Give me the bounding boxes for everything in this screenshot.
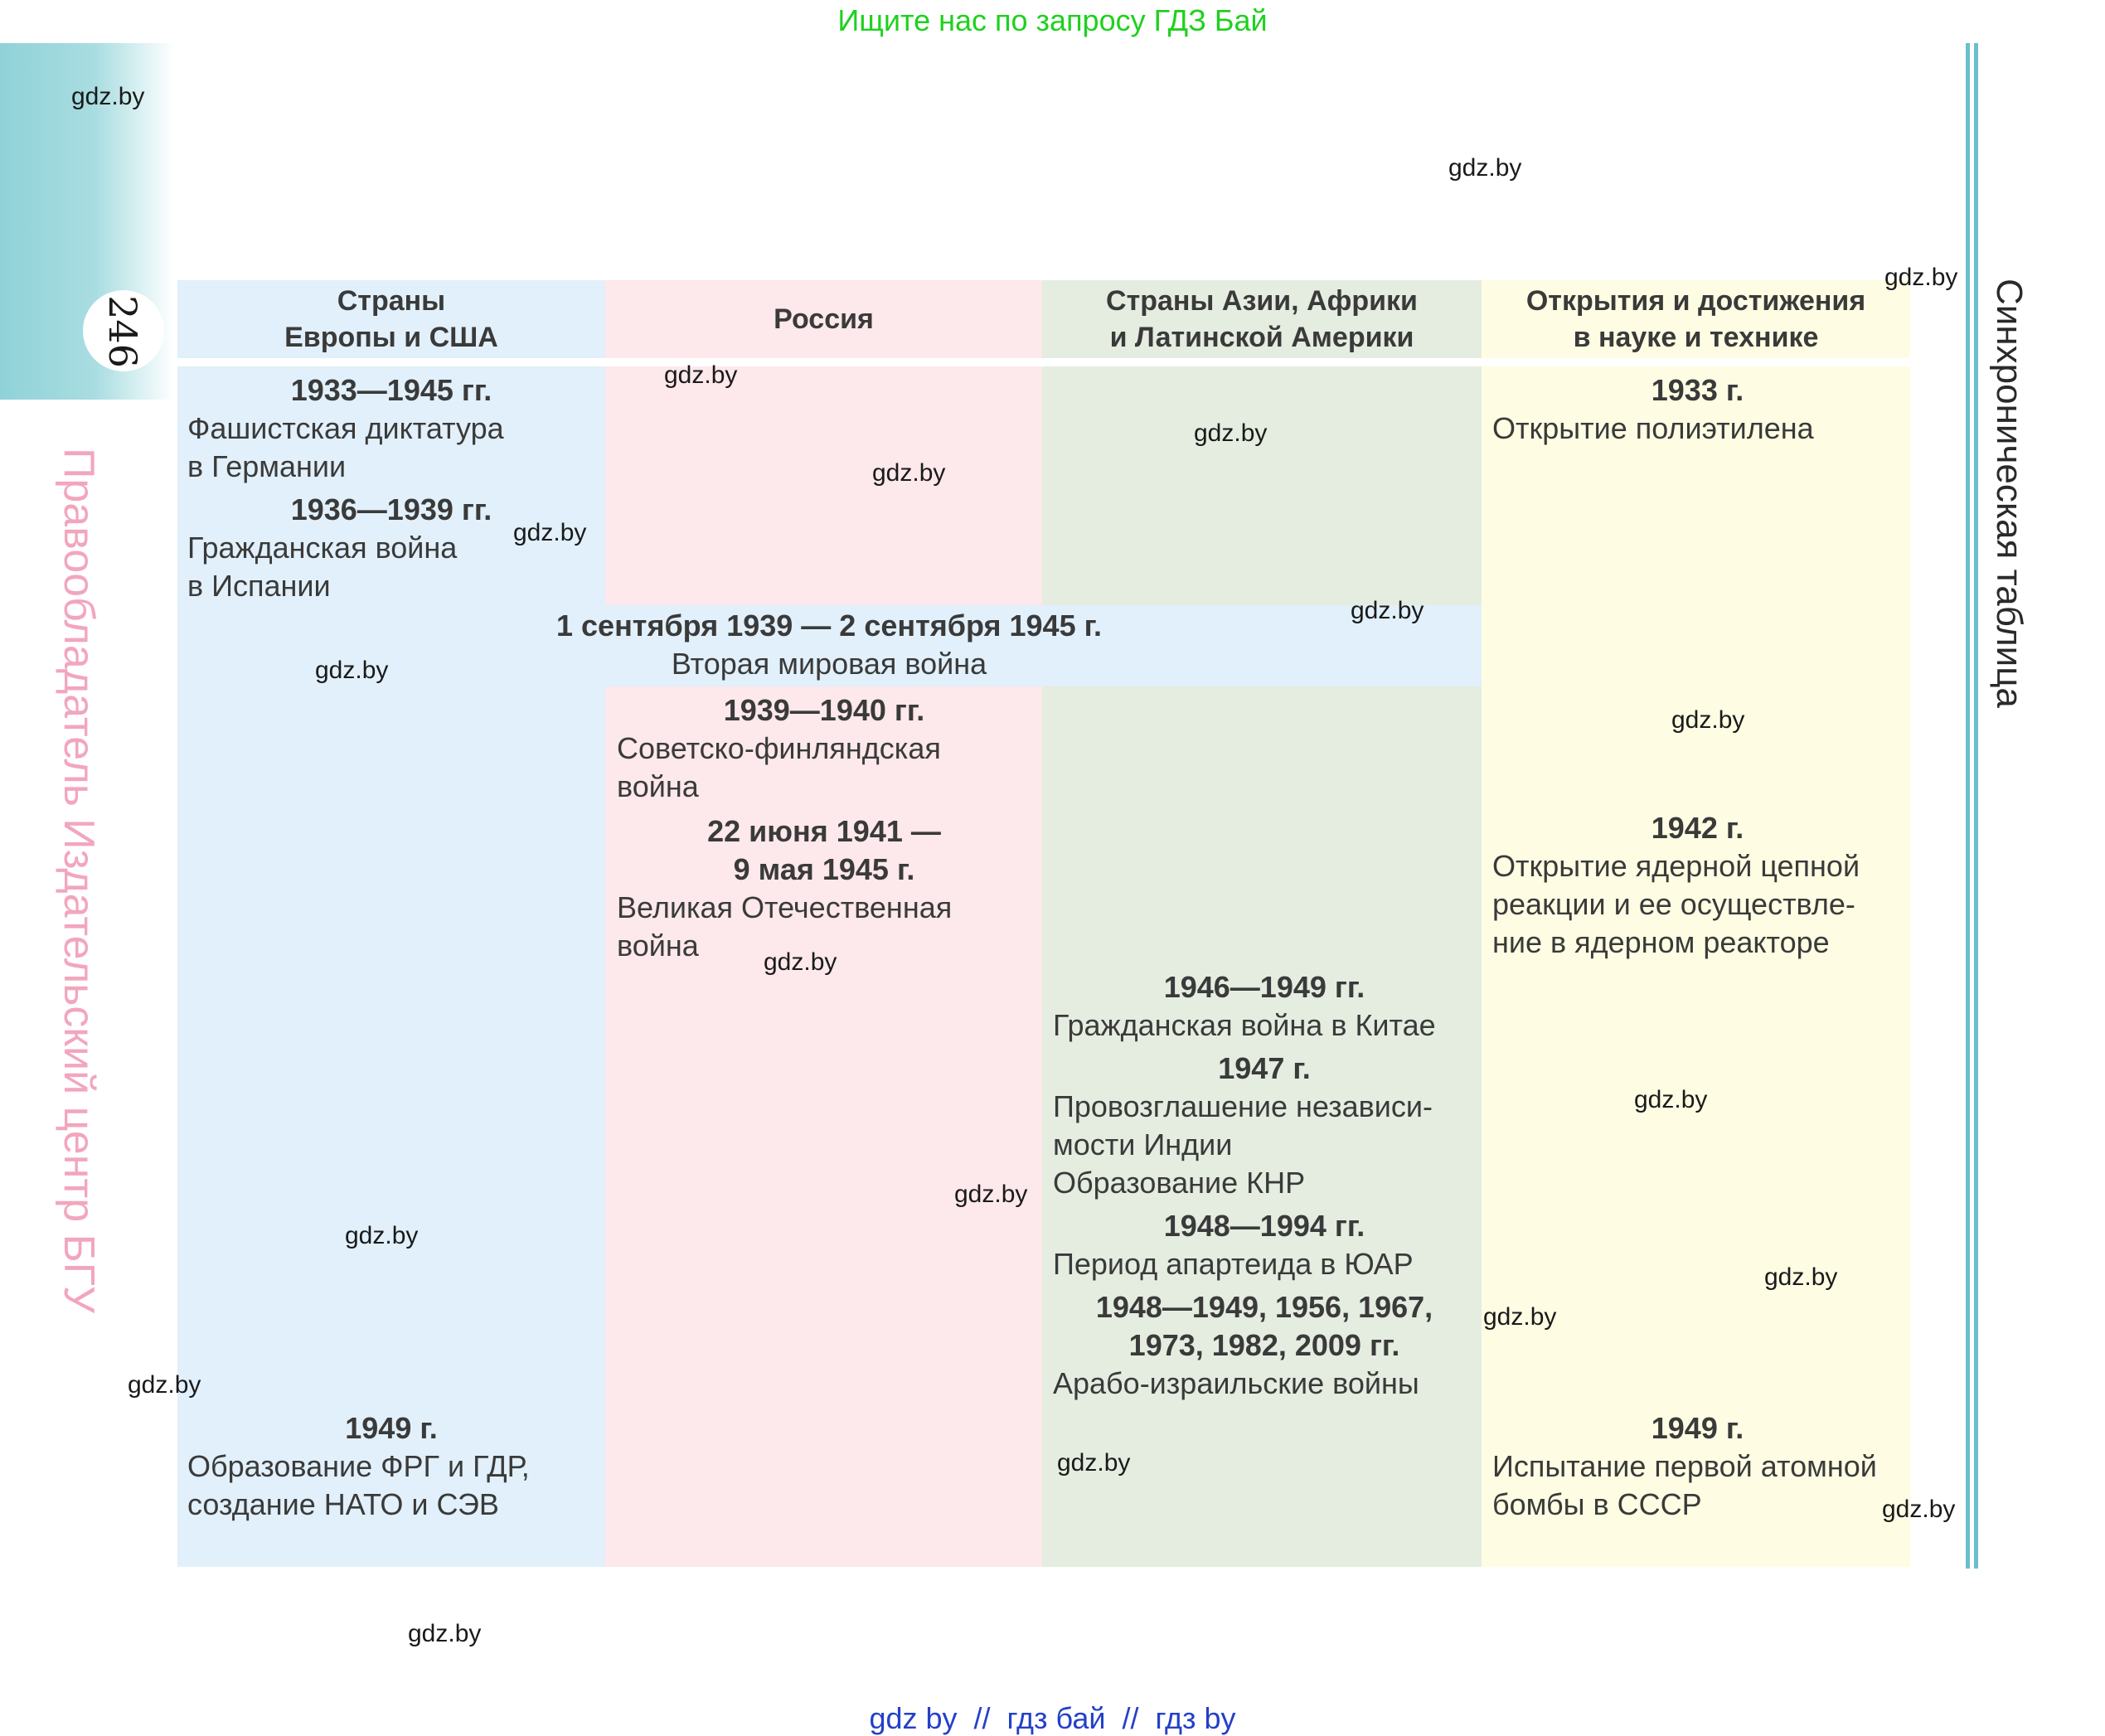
watermark: gdz.by: [315, 657, 389, 684]
europe-entry: 1936—1939 гг. Гражданская война в Испани…: [187, 491, 595, 605]
watermark: gdz.by: [71, 83, 145, 110]
watermark: gdz.by: [1057, 1449, 1131, 1477]
watermark: gdz.by: [1764, 1263, 1838, 1291]
border-line-right: [1974, 43, 1978, 1569]
watermark: gdz.by: [664, 361, 738, 389]
science-entry: 1949 г. Испытание первой атомной бомбы в…: [1492, 1409, 1903, 1524]
europe-entry-text: Фашистская диктатура в Германии: [187, 411, 504, 483]
header-europe: Страны Европы и США: [284, 285, 498, 353]
watermark: gdz.by: [1194, 419, 1268, 447]
ww2-text: Вторая мировая война: [671, 647, 987, 681]
asia-entry-date: 1948—1949, 1956, 1967, 1973, 1982, 2009 …: [1095, 1290, 1433, 1362]
science-entry-date: 1933 г.: [1651, 373, 1744, 407]
header-russia: Россия: [774, 303, 874, 335]
header-science: Открытия и достижения в науке и технике: [1525, 285, 1866, 353]
watermark: gdz.by: [764, 948, 837, 976]
russia-entry: 1939—1940 гг. Советско-финляндская война: [617, 691, 1031, 806]
russia-entry-date: 1939—1940 гг.: [723, 693, 925, 727]
europe-entry-date: 1949 г.: [345, 1411, 438, 1445]
border-line-left: [1966, 43, 1970, 1569]
russia-entry-date: 22 июня 1941 — 9 мая 1945 г.: [707, 814, 941, 886]
watermark: gdz.by: [513, 519, 587, 546]
asia-entry-date: 1947 г.: [1218, 1051, 1311, 1085]
watermark: gdz.by: [1671, 706, 1745, 734]
science-entry-text: Открытие полиэтилена: [1492, 411, 1814, 445]
europe-entry-text: Образование ФРГ и ГДР, создание НАТО и С…: [187, 1449, 530, 1521]
asia-entry-date: 1948—1994 гг.: [1163, 1209, 1365, 1243]
europe-entry: 1949 г. Образование ФРГ и ГДР, создание …: [187, 1409, 595, 1524]
watermark: gdz.by: [1351, 597, 1424, 624]
watermark: gdz.by: [1634, 1086, 1708, 1113]
asia-entry: 1947 г. Провозглашение независи- мости И…: [1053, 1050, 1476, 1202]
science-entry: 1933 г. Открытие полиэтилена: [1492, 371, 1903, 448]
watermark: gdz.by: [1884, 264, 1958, 291]
watermark: gdz.by: [408, 1620, 482, 1647]
watermark: gdz.by: [872, 459, 946, 487]
asia-entry: 1946—1949 гг. Гражданская война в Китае: [1053, 968, 1476, 1045]
russia-entry-text: Великая Отечественная война: [617, 890, 953, 963]
page-number: 246: [100, 295, 145, 368]
science-entry-date: 1942 г.: [1651, 811, 1744, 845]
europe-entry-date: 1936—1939 гг.: [290, 492, 492, 526]
watermark: gdz.by: [954, 1181, 1028, 1208]
russia-entry: 22 июня 1941 — 9 мая 1945 г. Великая Оте…: [617, 812, 1031, 965]
header-asia: Страны Азии, Африки и Латинской Америки: [1106, 285, 1418, 353]
russia-entry-text: Советско-финляндская война: [617, 731, 941, 803]
asia-entry: 1948—1994 гг. Период апартеида в ЮАР: [1053, 1207, 1476, 1283]
ww2-date: 1 сентября 1939 — 2 сентября 1945 г.: [556, 609, 1102, 643]
watermark: gdz.by: [345, 1222, 419, 1249]
asia-entry-text: Провозглашение независи- мости Индии Обр…: [1053, 1089, 1433, 1200]
header-separator: [177, 358, 1910, 366]
europe-entry-text: Гражданская война в Испании: [187, 531, 458, 603]
ww2-band: [605, 605, 1482, 686]
asia-entry-date: 1946—1949 гг.: [1163, 970, 1365, 1004]
watermark: gdz.by: [1448, 154, 1522, 182]
column-science-bg: [1482, 280, 1910, 1567]
publisher-side-text: Правообладатель Издательский центр БГУ: [55, 448, 103, 1313]
europe-entry: 1933—1945 гг. Фашистская диктатура в Гер…: [187, 371, 595, 486]
asia-entry-text: Период апартеида в ЮАР: [1053, 1247, 1414, 1281]
asia-entry-text: Гражданская война в Китае: [1053, 1008, 1436, 1042]
science-entry: 1942 г. Открытие ядерной цепной реакции …: [1492, 809, 1903, 962]
column-asia-bg: [1042, 280, 1482, 1567]
column-europe-bg: [177, 280, 605, 1567]
watermark: gdz.by: [1483, 1303, 1557, 1331]
europe-entry-date: 1933—1945 гг.: [290, 373, 492, 407]
science-entry-text: Испытание первой атомной бомбы в СССР: [1492, 1449, 1877, 1521]
ww2-entry: 1 сентября 1939 — 2 сентября 1945 г. Вто…: [464, 607, 1194, 683]
asia-entry: 1948—1949, 1956, 1967, 1973, 1982, 2009 …: [1053, 1288, 1476, 1403]
watermark: gdz.by: [1882, 1496, 1956, 1523]
asia-entry-text: Арабо-израильские войны: [1053, 1366, 1419, 1400]
science-entry-date: 1949 г.: [1651, 1411, 1744, 1445]
table-side-title: Синхроническая таблица: [1989, 279, 2030, 708]
top-banner: Ищите нас по запросу ГДЗ Бай: [837, 3, 1268, 37]
watermark: gdz.by: [128, 1371, 201, 1399]
page-number-badge: [83, 290, 164, 371]
science-entry-text: Открытие ядерной цепной реакции и ее осу…: [1492, 849, 1860, 959]
footer-links[interactable]: gdz by // гдз бай // гдз by: [869, 1701, 1236, 1735]
column-russia-bg: [605, 280, 1042, 1567]
